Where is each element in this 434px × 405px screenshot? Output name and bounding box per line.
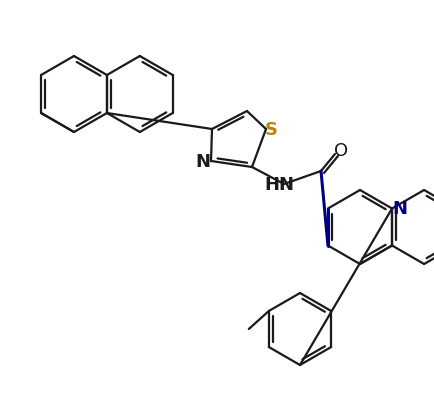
Text: HN: HN — [264, 175, 294, 194]
Text: N: N — [195, 153, 210, 171]
Text: S: S — [264, 121, 277, 139]
Text: O: O — [334, 142, 348, 160]
Text: N: N — [392, 200, 408, 218]
